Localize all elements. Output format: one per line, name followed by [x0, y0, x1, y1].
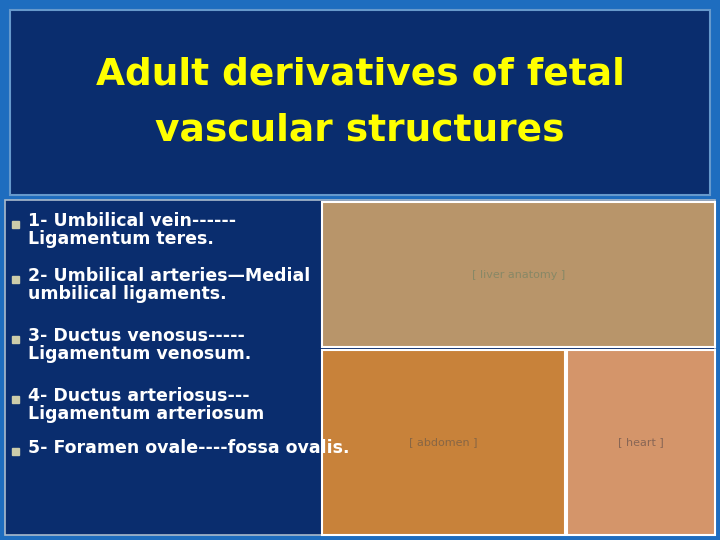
- Text: umbilical ligaments.: umbilical ligaments.: [28, 285, 227, 303]
- Text: Adult derivatives of fetal: Adult derivatives of fetal: [96, 57, 624, 92]
- FancyBboxPatch shape: [322, 350, 565, 535]
- FancyBboxPatch shape: [322, 202, 715, 347]
- Text: 4- Ductus arteriosus---: 4- Ductus arteriosus---: [28, 387, 250, 405]
- Text: 5- Foramen ovale----fossa ovalis.: 5- Foramen ovale----fossa ovalis.: [28, 439, 349, 457]
- FancyBboxPatch shape: [567, 350, 715, 535]
- FancyBboxPatch shape: [12, 448, 19, 455]
- Text: [ liver anatomy ]: [ liver anatomy ]: [472, 269, 565, 280]
- Text: vascular structures: vascular structures: [156, 112, 564, 148]
- FancyBboxPatch shape: [12, 221, 19, 228]
- Text: Ligamentum venosum.: Ligamentum venosum.: [28, 345, 251, 363]
- Text: Ligamentum arteriosum: Ligamentum arteriosum: [28, 405, 264, 423]
- FancyBboxPatch shape: [5, 200, 715, 535]
- FancyBboxPatch shape: [12, 336, 19, 343]
- Text: 2- Umbilical arteries—Medial: 2- Umbilical arteries—Medial: [28, 267, 310, 285]
- Text: 1- Umbilical vein------: 1- Umbilical vein------: [28, 212, 236, 230]
- Text: 3- Ductus venosus-----: 3- Ductus venosus-----: [28, 327, 245, 345]
- Text: [ abdomen ]: [ abdomen ]: [409, 437, 478, 448]
- FancyBboxPatch shape: [12, 396, 19, 403]
- FancyBboxPatch shape: [12, 276, 19, 283]
- Text: Ligamentum teres.: Ligamentum teres.: [28, 230, 214, 248]
- FancyBboxPatch shape: [10, 10, 710, 195]
- Text: [ heart ]: [ heart ]: [618, 437, 664, 448]
